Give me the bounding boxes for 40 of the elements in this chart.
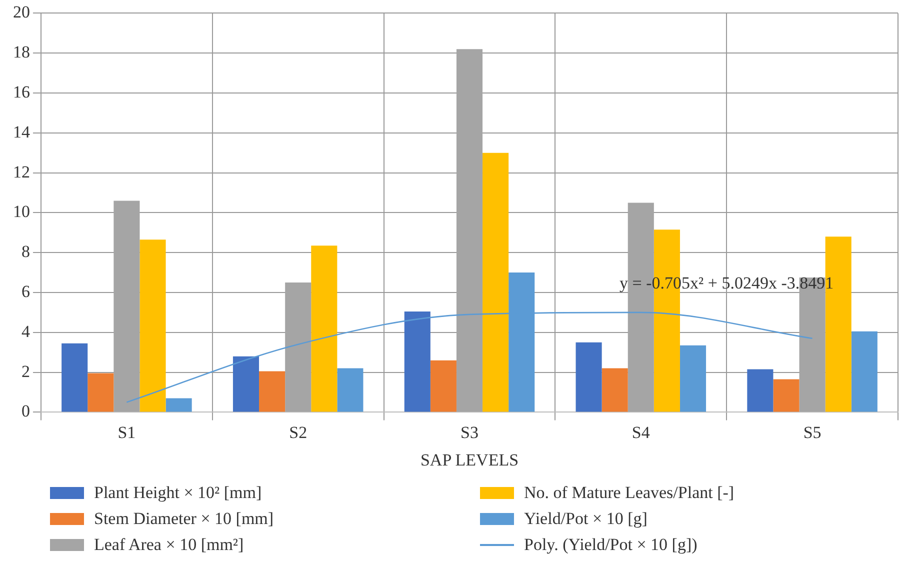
y-tick-label: 12	[13, 162, 30, 182]
bar	[337, 368, 364, 412]
bar	[851, 331, 878, 412]
y-tick-label: 18	[13, 42, 30, 62]
legend-label: No. of Mature Leaves/Plant [-]	[524, 483, 734, 503]
bar	[747, 369, 774, 412]
bar	[576, 342, 602, 412]
bar	[482, 152, 509, 412]
bar	[166, 398, 192, 412]
y-tick-label: 2	[22, 362, 30, 381]
y-tick-label: 6	[22, 282, 30, 301]
x-tick-label: S5	[803, 422, 822, 442]
bar	[602, 368, 628, 412]
legend-label: Leaf Area × 10 [mm²]	[94, 535, 244, 555]
x-tick-label: S3	[460, 422, 478, 442]
bar	[88, 373, 114, 412]
bar	[311, 246, 338, 412]
y-tick-label: 14	[13, 122, 30, 142]
bar	[404, 311, 430, 412]
y-tick-label: 16	[13, 82, 30, 102]
y-tick-label: 4	[22, 322, 30, 341]
legend-label: Poly. (Yield/Pot × 10 [g])	[524, 535, 698, 555]
x-tick-label: S4	[632, 422, 650, 442]
y-tick-label: 8	[22, 242, 30, 262]
bar	[140, 240, 166, 412]
x-tick-label: S2	[289, 422, 308, 442]
bar	[430, 360, 456, 412]
y-tick-label: 0	[22, 402, 30, 421]
y-tick-label: 20	[13, 2, 30, 22]
bar	[259, 371, 286, 412]
bar	[680, 345, 706, 412]
bar	[62, 343, 88, 412]
legend-label: Yield/Pot × 10 [g]	[524, 509, 648, 529]
bar	[773, 379, 800, 412]
x-tick-label: S1	[118, 422, 136, 442]
legend-label: Plant Height × 10² [mm]	[94, 483, 262, 503]
y-tick-label: 10	[13, 202, 30, 222]
bar	[232, 356, 260, 412]
legend-label: Stem Diameter × 10 [mm]	[94, 509, 274, 529]
x-axis-title: SAP LEVELS	[420, 450, 519, 470]
